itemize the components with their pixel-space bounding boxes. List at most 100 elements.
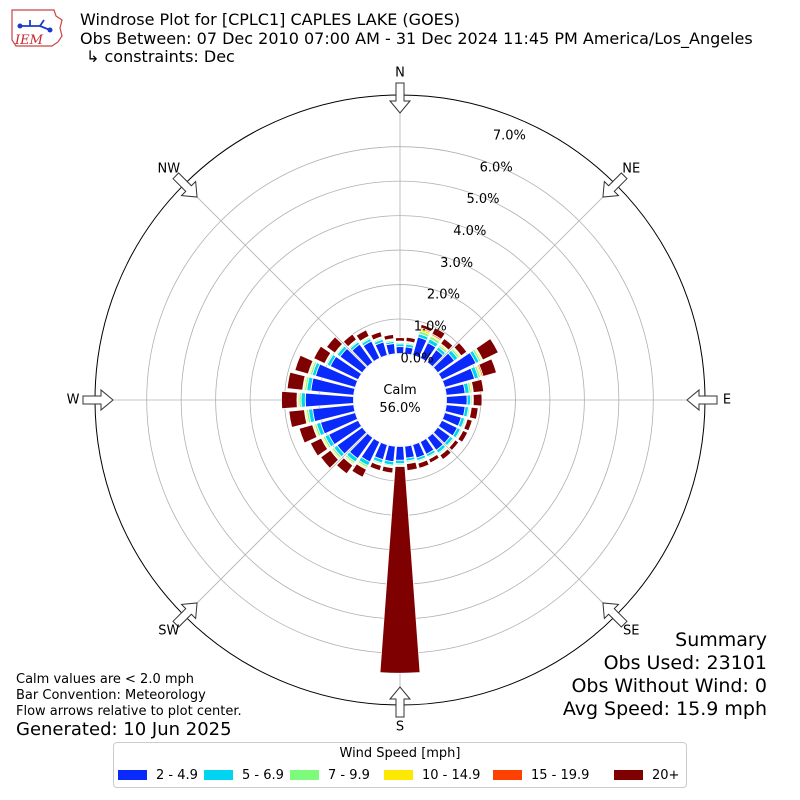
wind-bar [355,329,370,342]
logo-text: IEM [14,33,44,48]
radial-tick-label: 6.0% [480,160,513,175]
wind-bar [381,465,394,474]
compass-label-sw: SW [158,624,179,639]
wind-bar [471,378,485,393]
calm-center [354,354,446,446]
summary-obs-used: Obs Used: 23101 [603,652,767,674]
flow-arrow [172,602,198,628]
summary-obs-without-wind: Obs Without Wind: 0 [571,675,767,697]
flow-arrow-shape [82,388,114,412]
flow-arrow-shape [602,602,628,628]
calm-value: 56.0% [379,401,420,416]
flow-arrows-note: Flow arrows relative to plot center. [16,704,242,719]
wind-bar [395,445,405,461]
flow-arrow-shape [686,388,718,412]
compass-label-s: S [396,720,404,735]
wind-bar [469,406,479,420]
flow-arrow-shape [602,172,628,198]
wind-bar [417,459,430,469]
flow-arrow-shape [388,82,412,114]
flow-arrow [172,172,198,198]
compass-label-se: SE [623,624,639,639]
compass-label-e: E [723,393,731,408]
wind-bar [475,338,499,361]
wind-bar [394,459,406,465]
wind-bar [463,418,473,432]
legend-item: 15 - 19.9 [493,767,589,783]
radial-tick-label: 7.0% [493,128,526,143]
flow-arrow-shape [172,172,198,198]
wind-bar [405,336,416,344]
legend-label: 20+ [652,767,680,783]
radial-tick-label: 5.0% [466,192,499,207]
flow-arrow [602,602,628,628]
calm-label: Calm [383,383,416,398]
constraints: ↳ constraints: Dec [86,47,235,66]
compass-labels: N NE E SE S SW W NW [67,66,732,735]
legend-item: 10 - 14.9 [384,767,480,783]
wind-bar [453,342,468,357]
wind-bars [281,323,499,674]
radial-tick-label: 1.0% [414,320,447,335]
legend-item: 7 - 9.9 [290,767,370,783]
legend-swatch [614,770,643,780]
flow-arrow-shape [172,602,198,628]
radial-tick-label: 3.0% [440,256,473,271]
legend-swatch [290,770,319,780]
wind-bar [304,392,355,408]
chart-title: Windrose Plot for [CPLC1] CAPLES LAKE (G… [80,10,461,29]
legend-title: Wind Speed [mph] [339,746,461,761]
flow-arrow [602,172,628,198]
wind-bar [445,394,468,406]
radial-tick-label: 2.0% [427,288,460,303]
wind-bar [286,371,306,391]
wind-bar [448,439,460,452]
legend-swatch [118,770,147,780]
wind-bar [325,336,343,354]
wind-bar [300,392,306,408]
radial-tick-label: 0.0% [401,351,434,366]
wind-bar [288,409,308,428]
legend-item: 20+ [614,767,679,783]
wind-bar [336,457,354,475]
wind-bar [406,461,418,472]
wind-bar [379,465,421,674]
wind-bar [369,461,382,472]
wind-bar [466,394,472,406]
compass-label-w: W [67,393,80,408]
compass-label-ne: NE [622,161,640,176]
grid-spoke [184,432,368,616]
bar-convention: Bar Convention: Meteorology [16,688,206,703]
legend-label: 5 - 6.9 [242,767,284,783]
radial-tick-label: 4.0% [453,224,486,239]
wind-bar [313,345,332,365]
wind-bar [457,429,469,443]
flow-arrow [388,82,412,114]
compass-label-n: N [395,66,405,81]
wind-bar [309,437,329,457]
wind-bar [320,449,340,469]
flow-arrows [82,82,718,718]
wind-bar [428,453,440,464]
iem-logo: IEM [11,9,63,48]
calm-circle: Calm 56.0% [354,354,446,446]
wind-bar [281,390,298,410]
obs-between: Obs Between: 07 Dec 2010 07:00 AM - 31 D… [80,29,753,48]
wind-bar [472,393,483,407]
legend-item: 2 - 4.9 [118,767,198,783]
flow-arrow-shape [388,686,412,718]
wind-bar [298,424,318,444]
wind-bar [342,333,358,348]
legend-item: 5 - 6.9 [204,767,284,783]
wind-bar [383,334,395,341]
legend-label: 10 - 14.9 [422,767,481,783]
wind-bar [440,337,454,351]
wind-bar [431,327,446,340]
flow-arrow [82,388,114,412]
compass-label-nw: NW [157,161,180,176]
summary-heading: Summary [675,629,767,651]
flow-arrow [388,686,412,718]
legend: Wind Speed [mph] 2 - 4.9 5 - 6.9 7 - 9.9 10… [113,742,687,788]
generated-date: Generated: 10 Jun 2025 [16,719,232,740]
legend-swatch [204,770,233,780]
